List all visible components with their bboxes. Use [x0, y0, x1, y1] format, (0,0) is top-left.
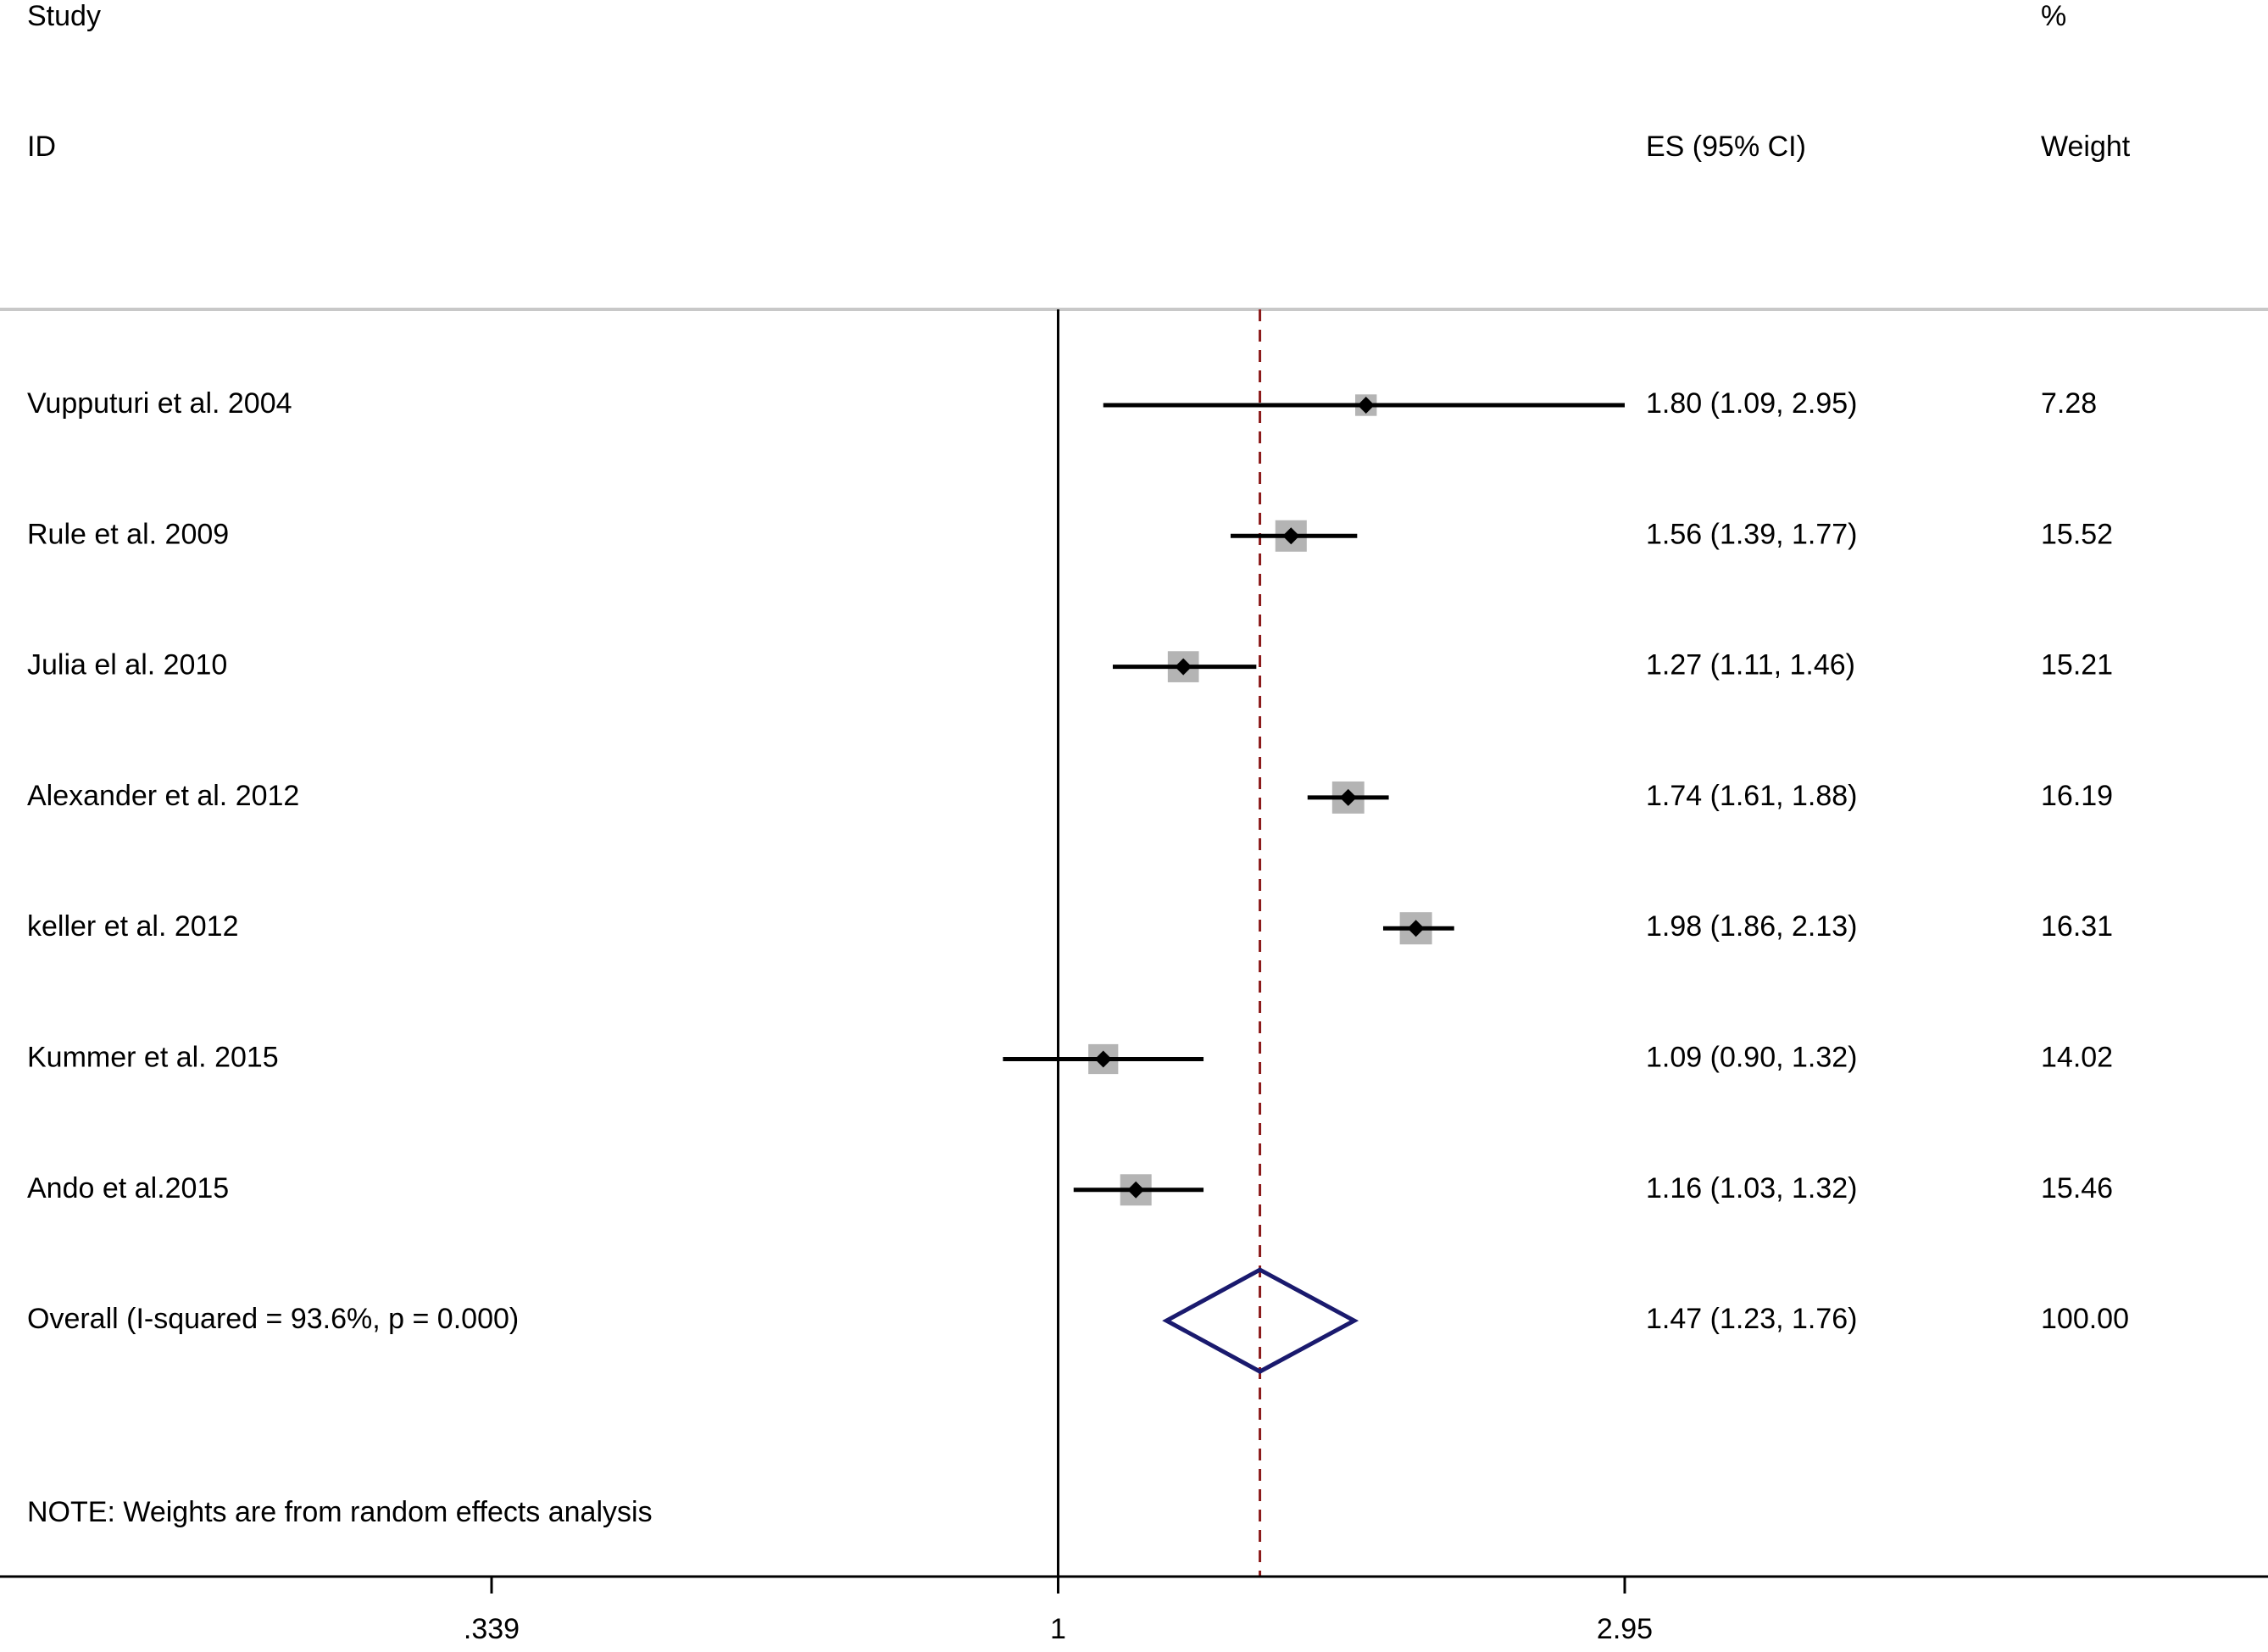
x-axis-ticks: .339 1 2.95: [464, 1577, 1653, 1645]
es-ci-text: 1.56 (1.39, 1.77): [1646, 518, 1858, 550]
point-estimate: [1339, 788, 1357, 806]
point-estimate: [1094, 1050, 1112, 1068]
es-ci-text: 1.80 (1.09, 2.95): [1646, 387, 1858, 420]
x-tick-label: .339: [464, 1613, 520, 1645]
overall-weight-text: 100.00: [2041, 1303, 2129, 1335]
study-label: Vupputuri et al. 2004: [27, 387, 292, 420]
study-label: Ando et al.2015: [27, 1172, 229, 1204]
weight-text: 14.02: [2041, 1041, 2113, 1073]
header-study: Study: [27, 0, 101, 32]
x-tick-label: 1: [1050, 1613, 1066, 1645]
header-percent: %: [2041, 0, 2066, 32]
overall-diamond: [1162, 1267, 1359, 1374]
weight-text: 15.52: [2041, 518, 2113, 550]
point-estimate: [1127, 1181, 1145, 1199]
x-tick-label: 2.95: [1597, 1613, 1653, 1645]
weight-text: 15.46: [2041, 1172, 2113, 1204]
es-ci-text: 1.98 (1.86, 2.13): [1646, 910, 1858, 943]
point-estimate: [1282, 527, 1300, 545]
overall-label: Overall (I-squared = 93.6%, p = 0.000): [27, 1303, 519, 1335]
study-label: Julia el al. 2010: [27, 649, 227, 681]
weight-text: 16.19: [2041, 780, 2113, 812]
study-label: keller et al. 2012: [27, 910, 239, 943]
header-weight: Weight: [2041, 131, 2131, 163]
point-estimate: [1175, 658, 1192, 676]
overall-es-ci-text: 1.47 (1.23, 1.76): [1646, 1303, 1858, 1335]
weight-text: 15.21: [2041, 649, 2113, 681]
study-label: Rule et al. 2009: [27, 518, 229, 550]
study-rows: Vupputuri et al. 2004 1.80 (1.09, 2.95) 7.…: [27, 387, 2129, 1335]
header-id: ID: [27, 131, 56, 163]
weight-text: 16.31: [2041, 910, 2113, 943]
point-estimate: [1357, 397, 1375, 414]
es-ci-text: 1.09 (0.90, 1.32): [1646, 1041, 1858, 1073]
es-ci-text: 1.16 (1.03, 1.32): [1646, 1172, 1858, 1204]
es-ci-text: 1.74 (1.61, 1.88): [1646, 780, 1858, 812]
point-estimate: [1407, 920, 1425, 937]
weight-text: 7.28: [2041, 387, 2097, 420]
study-label: Alexander et al. 2012: [27, 780, 299, 812]
header-es: ES (95% CI): [1646, 131, 1806, 163]
study-label: Kummer et al. 2015: [27, 1041, 279, 1073]
es-ci-text: 1.27 (1.11, 1.46): [1646, 649, 1855, 681]
footnote: NOTE: Weights are from random effects an…: [27, 1496, 653, 1528]
